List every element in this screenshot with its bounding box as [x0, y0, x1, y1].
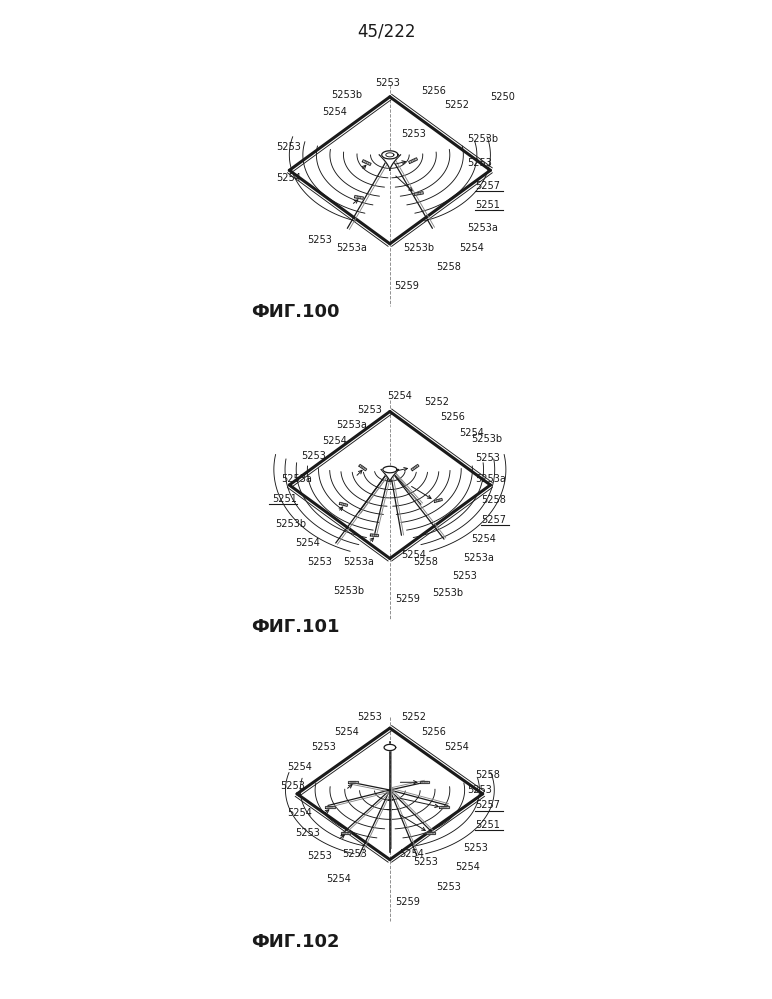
Text: ФИГ.100: ФИГ.100	[251, 303, 339, 321]
Text: 5259: 5259	[396, 594, 421, 604]
Polygon shape	[325, 806, 334, 808]
Text: 5253b: 5253b	[432, 588, 463, 598]
Polygon shape	[348, 781, 357, 783]
Text: 5253: 5253	[307, 235, 332, 245]
Text: 5253: 5253	[280, 781, 305, 791]
Text: 5253b: 5253b	[404, 243, 435, 253]
Text: 5253a: 5253a	[344, 557, 374, 567]
Text: 5253a: 5253a	[336, 420, 367, 430]
Polygon shape	[371, 533, 378, 536]
Polygon shape	[354, 196, 364, 199]
Polygon shape	[411, 465, 419, 471]
Text: 5253: 5253	[467, 158, 492, 168]
Text: 5253: 5253	[311, 742, 336, 752]
Text: 5257: 5257	[475, 800, 500, 810]
Text: 5253: 5253	[467, 785, 492, 795]
Text: 5259: 5259	[394, 282, 418, 292]
Text: 5253: 5253	[357, 711, 382, 721]
Polygon shape	[339, 502, 347, 506]
Polygon shape	[434, 499, 442, 502]
Text: 5253: 5253	[342, 849, 367, 859]
Text: 5253a: 5253a	[463, 553, 494, 563]
Text: 5258: 5258	[436, 262, 461, 272]
Text: 5253a: 5253a	[282, 475, 313, 485]
Text: ФИГ.102: ФИГ.102	[251, 932, 339, 950]
Text: 5254: 5254	[400, 849, 425, 859]
Text: 5256: 5256	[421, 86, 445, 96]
Text: 5254: 5254	[444, 742, 469, 752]
Text: 5257: 5257	[475, 181, 500, 191]
Text: ФИГ.101: ФИГ.101	[251, 617, 339, 635]
Text: 5253: 5253	[301, 451, 326, 461]
Text: 5253b: 5253b	[276, 518, 306, 528]
Text: 5252: 5252	[444, 100, 469, 110]
Polygon shape	[439, 806, 449, 808]
Text: 5254: 5254	[288, 808, 313, 818]
Text: 5251: 5251	[475, 820, 499, 830]
Polygon shape	[420, 781, 429, 783]
Text: 5253: 5253	[436, 882, 461, 892]
Text: 5257: 5257	[481, 514, 506, 524]
Text: 5254: 5254	[401, 549, 426, 559]
Text: 5252: 5252	[425, 397, 449, 407]
Text: 5251: 5251	[475, 200, 499, 210]
Text: 5254: 5254	[387, 391, 412, 401]
Text: 5253b: 5253b	[471, 434, 503, 444]
Polygon shape	[382, 151, 398, 159]
Text: 5258: 5258	[413, 557, 438, 567]
Text: 5254: 5254	[323, 107, 347, 117]
Text: 5253: 5253	[463, 843, 488, 853]
Polygon shape	[408, 158, 418, 164]
Polygon shape	[426, 831, 435, 833]
Polygon shape	[415, 192, 423, 196]
Text: 5253: 5253	[401, 129, 426, 139]
Text: 45/222: 45/222	[357, 23, 415, 41]
Text: 5253: 5253	[357, 405, 382, 415]
Text: 5251: 5251	[273, 494, 297, 503]
Text: 5259: 5259	[396, 897, 421, 907]
Polygon shape	[384, 744, 396, 750]
Text: 5253b: 5253b	[467, 135, 499, 145]
Text: 5253b: 5253b	[332, 90, 363, 100]
Text: 5254: 5254	[276, 173, 301, 183]
Text: 5258: 5258	[475, 769, 499, 779]
Text: 5254: 5254	[288, 762, 313, 772]
Text: 5253a: 5253a	[336, 243, 367, 253]
Text: 5253: 5253	[307, 851, 332, 861]
Text: 5253: 5253	[296, 827, 320, 837]
Text: 5254: 5254	[327, 874, 351, 884]
Text: 5254: 5254	[455, 862, 480, 872]
Text: 5252: 5252	[401, 711, 426, 721]
Text: 5253a: 5253a	[475, 475, 506, 485]
Text: 5254: 5254	[296, 538, 320, 548]
Text: 5256: 5256	[440, 413, 465, 423]
Text: 5256: 5256	[421, 727, 445, 737]
Text: 5254: 5254	[459, 243, 484, 253]
Text: 5253b: 5253b	[334, 586, 364, 596]
Text: 5254: 5254	[471, 534, 496, 544]
Text: 5258: 5258	[481, 496, 506, 505]
Text: 5254: 5254	[323, 436, 347, 446]
Text: 5254: 5254	[334, 727, 359, 737]
Text: 5253: 5253	[475, 453, 499, 463]
Text: 5253: 5253	[375, 78, 401, 88]
Text: 5253: 5253	[307, 557, 332, 567]
Polygon shape	[381, 470, 398, 482]
Text: 5253a: 5253a	[467, 224, 498, 234]
Polygon shape	[362, 160, 371, 166]
Text: 5253: 5253	[276, 142, 301, 152]
Polygon shape	[359, 465, 367, 471]
Polygon shape	[383, 467, 397, 473]
Polygon shape	[379, 155, 401, 170]
Text: 5253: 5253	[452, 570, 476, 580]
Polygon shape	[340, 831, 350, 833]
Text: 5253: 5253	[413, 856, 438, 866]
Text: 5254: 5254	[459, 428, 484, 438]
Text: 5250: 5250	[490, 92, 515, 102]
